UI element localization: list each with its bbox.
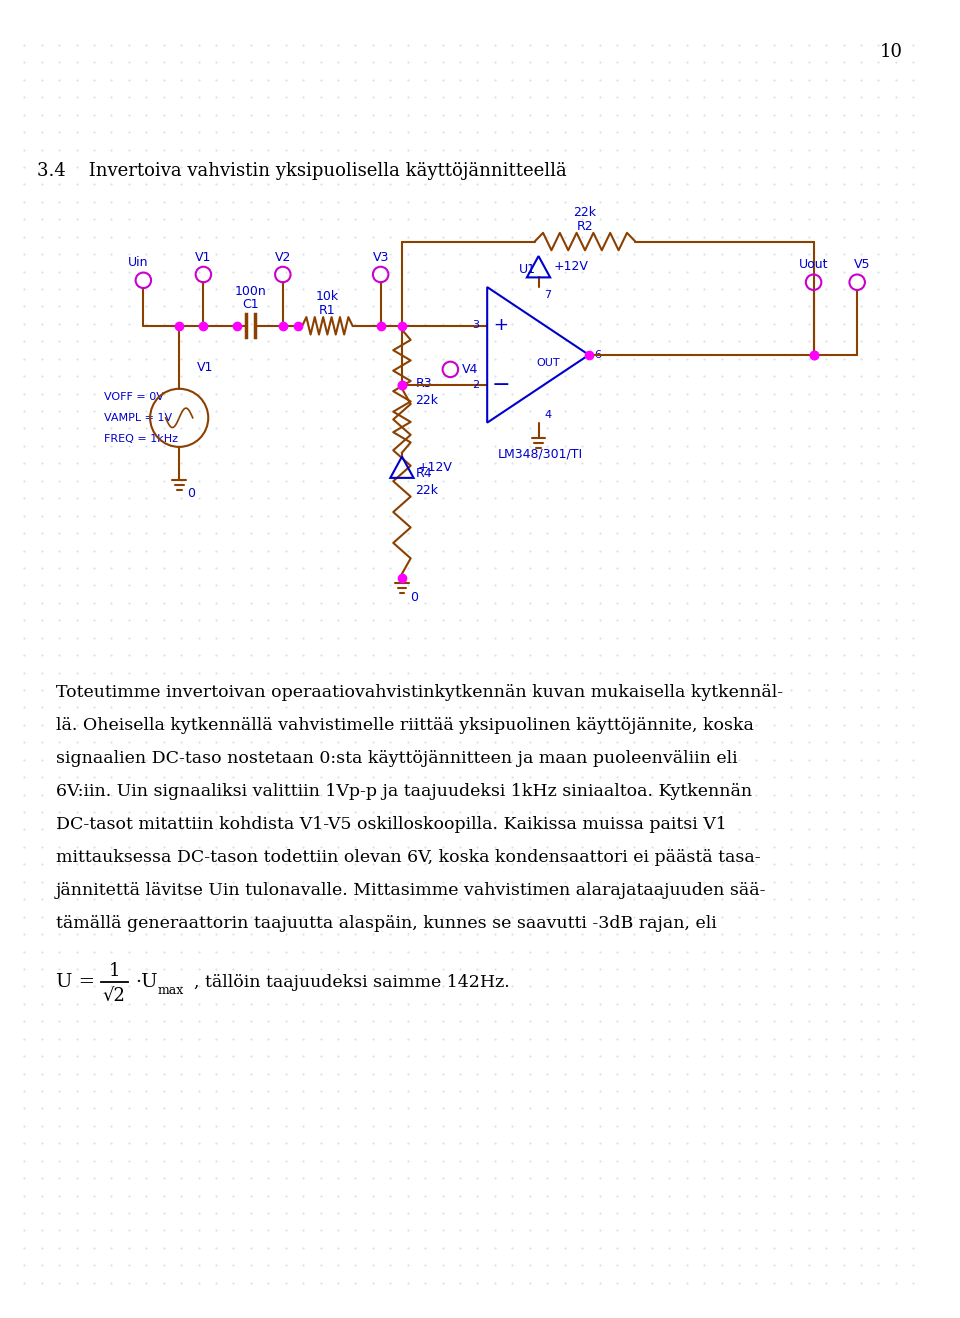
Text: 4: 4 xyxy=(544,410,551,420)
Text: −: − xyxy=(492,374,510,394)
Text: R3: R3 xyxy=(416,377,432,390)
Text: mittauksessa DC-tason todettiin olevan 6V, koska kondensaattori ei päästä tasa-: mittauksessa DC-tason todettiin olevan 6… xyxy=(57,849,761,866)
Text: V5: V5 xyxy=(853,258,871,272)
Text: LM348/301/TI: LM348/301/TI xyxy=(498,447,583,460)
Text: 10: 10 xyxy=(879,42,902,61)
Text: 22k: 22k xyxy=(573,206,596,219)
Text: max: max xyxy=(157,983,184,996)
Text: C1: C1 xyxy=(242,298,258,311)
Text: , tällöin taajuudeksi saimme 142Hz.: , tällöin taajuudeksi saimme 142Hz. xyxy=(194,974,510,991)
Text: tämällä generaattorin taajuutta alaspäin, kunnes se saavutti -3dB rajan, eli: tämällä generaattorin taajuutta alaspäin… xyxy=(57,915,717,932)
Text: VOFF = 0V: VOFF = 0V xyxy=(104,391,163,402)
Text: 2: 2 xyxy=(472,380,479,390)
Text: V1: V1 xyxy=(197,361,213,374)
Text: VAMPL = 1V: VAMPL = 1V xyxy=(104,413,172,423)
Text: Uout: Uout xyxy=(799,258,828,272)
Text: Toteutimme invertoivan operaatiovahvistinkytkennän kuvan mukaisella kytkennäl-: Toteutimme invertoivan operaatiovahvisti… xyxy=(57,684,783,701)
Text: lä. Oheisella kytkennällä vahvistimelle riittää yksipuolinen käyttöjännite, kosk: lä. Oheisella kytkennällä vahvistimelle … xyxy=(57,717,754,734)
Text: 7: 7 xyxy=(544,290,551,299)
Text: 6: 6 xyxy=(594,349,602,360)
Text: 22k: 22k xyxy=(416,484,439,497)
Text: V2: V2 xyxy=(275,250,291,264)
Text: +: + xyxy=(493,316,508,333)
Text: 0: 0 xyxy=(410,590,418,604)
Text: √2: √2 xyxy=(103,987,126,1006)
Text: U1: U1 xyxy=(519,264,537,277)
Text: ·U: ·U xyxy=(135,974,158,991)
Text: 22k: 22k xyxy=(416,394,439,407)
Text: V4: V4 xyxy=(462,362,478,376)
Text: 3.4    Invertoiva vahvistin yksipuolisella käyttöjännitteellä: 3.4 Invertoiva vahvistin yksipuolisella … xyxy=(36,162,566,179)
Text: V1: V1 xyxy=(195,250,211,264)
Text: R4: R4 xyxy=(416,467,432,480)
Text: signaalien DC-taso nostetaan 0:sta käyttöjännitteen ja maan puoleenväliin eli: signaalien DC-taso nostetaan 0:sta käytt… xyxy=(57,750,738,767)
Text: R2: R2 xyxy=(577,220,593,232)
Text: Uin: Uin xyxy=(129,257,149,269)
Text: 1: 1 xyxy=(108,962,120,979)
Text: 6V:iin. Uin signaaliksi valittiin 1Vp-p ja taajuudeksi 1kHz siniaaltoa. Kytkennä: 6V:iin. Uin signaaliksi valittiin 1Vp-p … xyxy=(57,783,753,800)
Text: 100n: 100n xyxy=(234,285,266,298)
Text: FREQ = 1kHz: FREQ = 1kHz xyxy=(104,434,178,444)
Text: +12V: +12V xyxy=(554,260,588,273)
Text: jännitettä lävitse Uin tulonavalle. Mittasimme vahvistimen alarajataajuuden sää-: jännitettä lävitse Uin tulonavalle. Mitt… xyxy=(57,882,767,899)
Text: U =: U = xyxy=(57,974,102,991)
Text: 10k: 10k xyxy=(316,290,339,303)
Text: DC-tasot mitattiin kohdista V1-V5 oskilloskoopilla. Kaikissa muissa paitsi V1: DC-tasot mitattiin kohdista V1-V5 oskill… xyxy=(57,816,727,833)
Text: 0: 0 xyxy=(187,486,195,500)
Text: 3: 3 xyxy=(472,320,479,330)
Text: OUT: OUT xyxy=(537,357,560,368)
Text: V3: V3 xyxy=(372,250,389,264)
Text: +12V: +12V xyxy=(418,461,452,473)
Text: R1: R1 xyxy=(319,304,336,316)
